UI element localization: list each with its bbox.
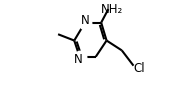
Text: Cl: Cl [133,62,145,75]
Text: N: N [81,14,89,27]
Text: NH₂: NH₂ [101,3,123,16]
Text: N: N [74,53,83,66]
